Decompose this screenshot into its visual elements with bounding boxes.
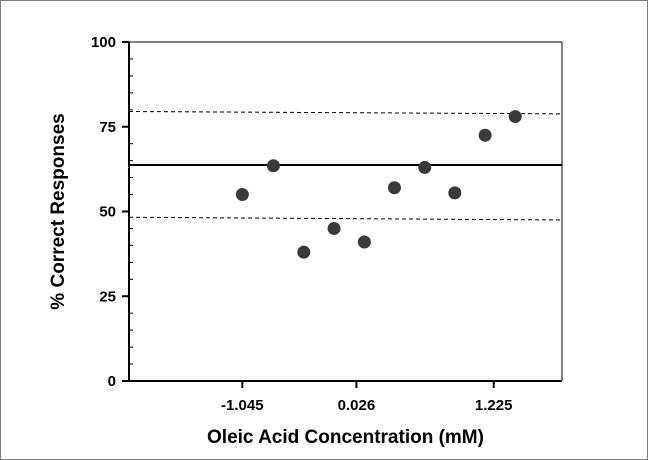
y-tick-label: 25 <box>99 288 116 305</box>
y-tick-label: 0 <box>108 373 116 390</box>
data-point <box>235 188 249 202</box>
y-tick-label: 50 <box>99 204 116 221</box>
data-points <box>235 110 522 259</box>
reference-lines <box>128 110 563 221</box>
y-tick-label: 100 <box>91 34 116 51</box>
dashed-reference-line <box>128 216 563 221</box>
y-tick-label: 75 <box>99 119 116 136</box>
x-axis-title: Oleic Acid Concentration (mM) <box>207 427 484 448</box>
data-point <box>266 159 280 173</box>
data-point <box>327 221 341 235</box>
data-point <box>478 128 492 142</box>
data-point <box>387 181 401 195</box>
dashed-reference-line <box>128 110 563 115</box>
data-point <box>418 160 432 174</box>
data-point <box>297 245 311 259</box>
y-axis-title: % Correct Responses <box>48 113 69 309</box>
x-ticks: -1.045 0.026 1.225 <box>221 381 512 414</box>
data-point <box>508 110 522 124</box>
x-tick-label: 1.225 <box>475 397 513 414</box>
data-point <box>448 186 462 200</box>
x-tick-label: -1.045 <box>221 397 264 414</box>
x-tick-label: 0.026 <box>338 397 376 414</box>
data-point <box>357 235 371 249</box>
y-ticks: 0 25 50 75 100 <box>91 34 133 390</box>
axes <box>128 41 563 382</box>
